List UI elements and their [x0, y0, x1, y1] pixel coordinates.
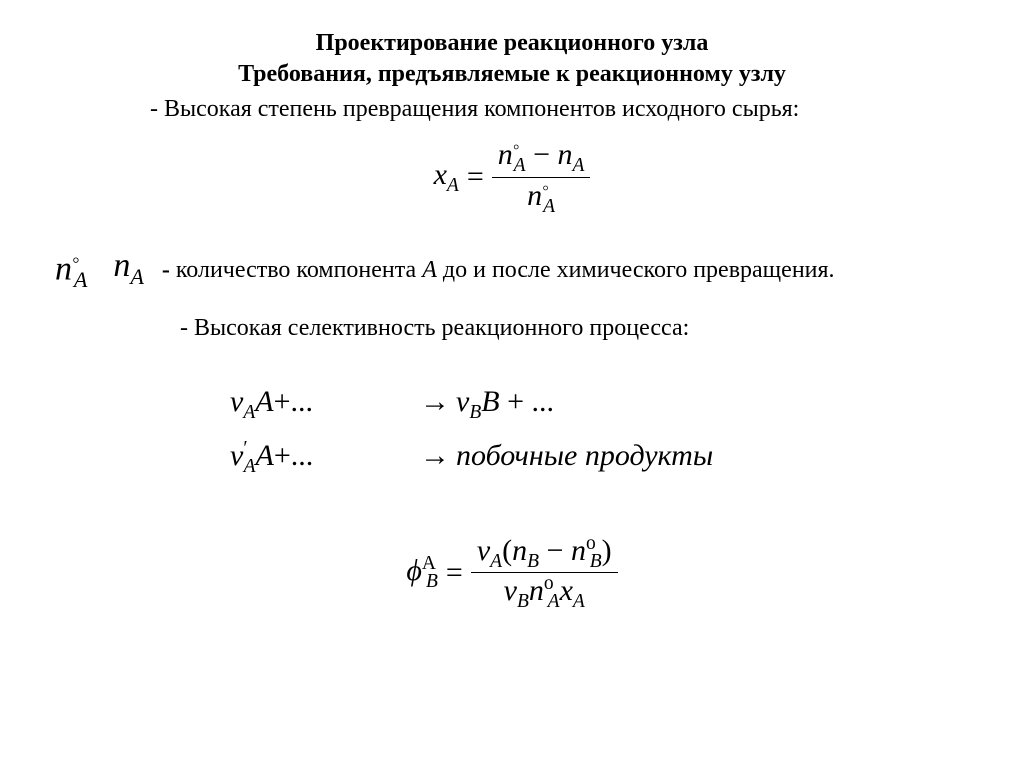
rxn1-nu-l: ν	[230, 385, 243, 418]
eq1-minus: −	[533, 138, 550, 171]
def-sym2: n	[113, 247, 130, 284]
eq2-den-nu-sub: B	[517, 591, 529, 612]
eq1-num-b-sub: A	[573, 155, 585, 176]
eq2-num-n1: n	[512, 534, 527, 567]
eq2-num-n2-sub: B	[590, 551, 602, 572]
eq2-den-x-sub: A	[573, 591, 585, 612]
bullet-1: - Высокая степень превращения компоненто…	[150, 96, 984, 123]
reaction-main: νAA+... → νBB + ...	[230, 376, 984, 429]
eq2-num-nu-sub: A	[490, 551, 502, 572]
rxn1-arrow: →	[420, 376, 450, 427]
eq1-equals: =	[467, 160, 484, 194]
definition-symbols: n◦A nA	[55, 247, 144, 293]
definition-row: n◦A nA - количество компонента A до и по…	[40, 247, 984, 293]
eq2-num-n2: n	[571, 534, 586, 567]
rxn1-rtail: + ...	[500, 385, 554, 418]
eq2-num-nu: ν	[477, 534, 490, 567]
rxn2-nu-l: ν	[230, 439, 243, 472]
eq1-num-a: n	[498, 138, 513, 171]
eq2-den-n1: n	[529, 574, 544, 607]
heading-line2: Требования, предъявляемые к реакционному…	[40, 59, 984, 90]
heading-line1: Проектирование реакционного узла	[40, 28, 984, 59]
def-text-before: количество компонента	[176, 257, 422, 283]
eq1-lhs: x	[434, 158, 447, 191]
eq2-phi-sub: B	[426, 571, 438, 592]
bullet-2: - Высокая селективность реакционного про…	[180, 315, 984, 342]
eq2-equals: =	[446, 556, 463, 590]
rxn1-nu-r: ν	[456, 385, 469, 418]
eq2-lpar: (	[502, 534, 512, 567]
eq2-rpar: )	[602, 534, 612, 567]
eq2-minus: −	[547, 534, 564, 567]
rxn2-arrow: →	[420, 430, 450, 481]
equation-conversion: xA = n◦A − nA n◦A	[40, 137, 984, 217]
eq2-phi: ϕ	[406, 554, 422, 587]
eq1-lhs-sub: A	[447, 175, 459, 196]
reaction-side: ν′AA+... → побочные продукты	[230, 430, 984, 483]
def-sym1: n	[55, 251, 72, 288]
rxn2-lsub: A	[244, 456, 256, 477]
def-sym2-sub: A	[130, 264, 144, 289]
eq2-num-n1-sub: B	[527, 551, 539, 572]
rxn1-rvar: B	[481, 385, 499, 418]
rxn2-ltail: +...	[274, 439, 313, 472]
eq1-den-sub: A	[543, 196, 555, 217]
rxn2-lvar: A	[256, 439, 274, 472]
eq2-den-nu: ν	[504, 574, 517, 607]
def-component: A	[422, 257, 437, 283]
def-sym1-sub: A	[74, 267, 88, 292]
equation-selectivity: ϕAB = νA(nB − noB) νBnoAxA	[40, 533, 984, 613]
def-text-after: до и после химического превращения.	[437, 257, 835, 283]
rxn1-ltail: +...	[274, 385, 313, 418]
rxn1-lsub: A	[243, 402, 255, 423]
eq2-den-n1-sub: A	[548, 591, 560, 612]
def-dash: -	[162, 257, 176, 283]
rxn2-rhs: побочные продукты	[456, 430, 713, 481]
rxn1-lvar: A	[255, 385, 273, 418]
eq2-den-x: x	[560, 574, 573, 607]
eq1-den: n	[527, 179, 542, 212]
reaction-block: νAA+... → νBB + ... ν′AA+... → побочные …	[230, 376, 984, 482]
eq1-num-a-sub: A	[514, 155, 526, 176]
eq1-num-b: n	[558, 138, 573, 171]
definition-text: - количество компонента A до и после хим…	[162, 257, 835, 284]
rxn1-rsub: B	[469, 402, 481, 423]
slide: Проектирование реакционного узла Требова…	[0, 0, 1024, 613]
